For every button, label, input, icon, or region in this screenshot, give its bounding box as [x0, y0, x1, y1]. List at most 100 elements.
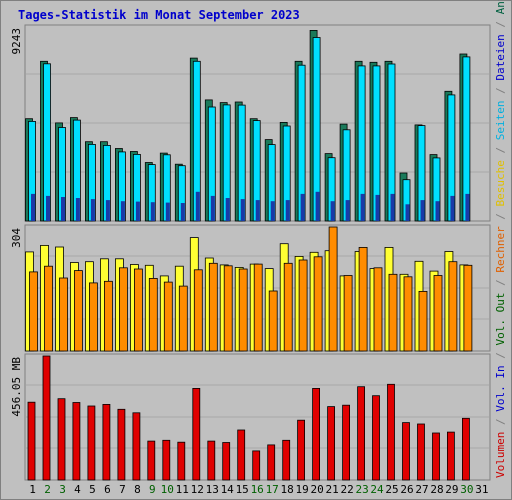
side-legend-entry: Besuche [494, 160, 507, 206]
x-label: 8 [134, 483, 141, 496]
bar-rechner [328, 226, 338, 352]
bar-seiten [46, 195, 50, 221]
x-label: 3 [59, 483, 66, 496]
side-legend-entry: / [494, 273, 507, 293]
bar-rechner [358, 246, 368, 352]
bar-seiten [135, 201, 140, 221]
side-legend-entry: Vol. Out [494, 293, 507, 346]
bar-volumen [282, 439, 291, 481]
x-label: 6 [104, 483, 111, 496]
bar-seiten [450, 195, 455, 221]
side-legend-entry: Vol. In [494, 365, 507, 411]
x-label: 5 [89, 483, 96, 496]
bar-volumen [147, 440, 156, 481]
bar-seiten [240, 199, 245, 221]
bar-rechner [313, 256, 323, 352]
x-label: 31 [475, 483, 488, 496]
bar-seiten [420, 200, 425, 221]
bar-seiten [375, 194, 380, 221]
x-label: 9 [149, 483, 156, 496]
bar-seiten [300, 193, 305, 221]
bar-rechner [29, 271, 38, 352]
bar-seiten [360, 193, 365, 221]
bar-rechner [163, 281, 173, 352]
x-label: 16 [251, 483, 264, 496]
bar-rechner [208, 262, 218, 352]
bar-volumen [417, 423, 425, 481]
bar-rechner [148, 277, 158, 352]
bar-volumen [192, 387, 201, 481]
bar-volumen [312, 387, 321, 481]
bar-rechner [59, 277, 68, 352]
bar-volumen [237, 429, 246, 481]
x-label: 30 [460, 483, 473, 496]
bar-volumen [252, 450, 261, 481]
bar-volumen [87, 405, 96, 481]
bar-seiten [150, 202, 155, 221]
x-label: 4 [74, 483, 81, 496]
bar-rechner [104, 280, 113, 352]
side-legend-entry: Seiten [494, 100, 507, 140]
x-label: 10 [161, 483, 174, 496]
bar-volumen [57, 398, 66, 481]
side-legend: Volumen / Vol. In / Vol. Out / Rechner /… [494, 0, 507, 478]
bar-volumen [267, 444, 276, 481]
bar-volumen [72, 402, 81, 481]
x-label: 18 [280, 483, 293, 496]
bar-volumen [222, 442, 231, 481]
x-label: 29 [445, 483, 458, 496]
side-legend-entry: / [494, 14, 507, 34]
bar-seiten [405, 204, 410, 221]
bar-seiten [31, 193, 35, 221]
x-label: 24 [370, 483, 384, 496]
side-legend-entry: Dateien [494, 34, 507, 80]
side-legend-entry: / [494, 346, 507, 366]
bar-volumen [461, 417, 470, 481]
bar-seiten [435, 201, 440, 221]
x-label: 7 [119, 483, 126, 496]
x-label: 2 [44, 483, 51, 496]
side-legend-entry: Anfragen [494, 0, 507, 14]
x-label: 21 [325, 483, 338, 496]
x-label: 13 [206, 483, 219, 496]
bar-rechner [193, 269, 203, 352]
x-label: 20 [310, 483, 323, 496]
x-label: 23 [355, 483, 368, 496]
bar-volumen [27, 401, 36, 481]
bar-rechner [343, 275, 353, 352]
bar-seiten [390, 193, 395, 221]
bar-seiten [270, 201, 275, 221]
bar-volumen [342, 404, 351, 481]
x-axis-labels: 1 2 3 4 5 6 7 8 9 10 11 12 13 14 15 16 17 18 19 20 21 22 23 24 2… [29, 483, 488, 496]
bar-seiten [165, 202, 170, 221]
panel-top-ymax-label: 9243 [10, 28, 23, 55]
side-legend-entry: / [494, 412, 507, 432]
bar-seiten [345, 200, 350, 221]
side-legend-entry: / [494, 81, 507, 101]
bar-volumen [177, 441, 186, 481]
bar-volumen [162, 439, 171, 481]
x-label: 1 [29, 483, 36, 496]
x-label: 15 [236, 483, 249, 496]
bar-seiten [255, 200, 260, 221]
bar-rechner [133, 268, 143, 352]
bar-rechner [89, 282, 98, 352]
bar-seiten [210, 195, 215, 221]
bar-volumen [357, 386, 366, 481]
bar-seiten [75, 198, 80, 221]
panel-middle-ymax-label: 304 [10, 228, 23, 248]
bar-rechner [268, 290, 278, 352]
bar-volumen [402, 422, 410, 481]
bar-volumen [372, 395, 380, 481]
x-label: 28 [430, 483, 443, 496]
bar-volumen [387, 383, 395, 481]
side-legend-entry: Rechner [494, 226, 507, 273]
chart-title: Tages-Statistik im Monat September 2023 [18, 8, 300, 22]
x-label: 19 [295, 483, 308, 496]
x-label: 27 [415, 483, 428, 496]
bar-rechner [74, 270, 83, 352]
x-label: 14 [221, 483, 235, 496]
bar-rechner [238, 268, 248, 352]
bar-rechner [403, 276, 413, 352]
